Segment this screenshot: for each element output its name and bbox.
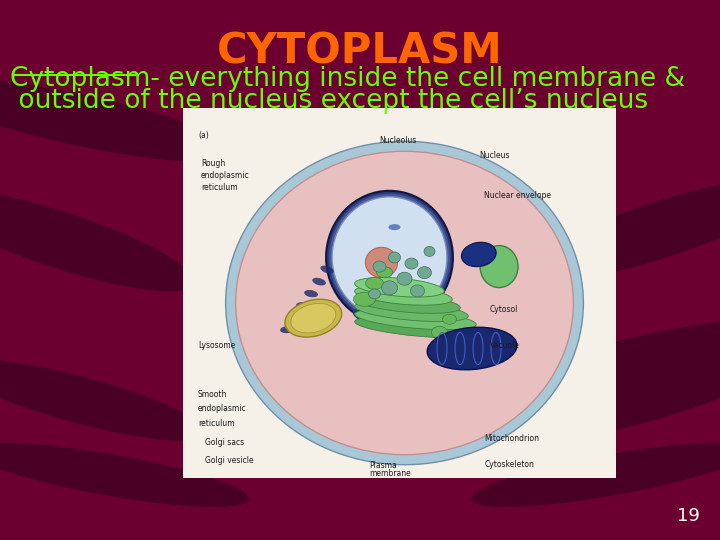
Ellipse shape: [0, 190, 194, 291]
Text: outside of the nucleus except the cell’s nucleus: outside of the nucleus except the cell’s…: [10, 88, 648, 114]
Ellipse shape: [312, 278, 326, 286]
Ellipse shape: [514, 360, 720, 440]
Text: endoplasmic: endoplasmic: [201, 171, 250, 180]
Bar: [183, 108, 616, 478]
Ellipse shape: [304, 290, 318, 298]
Text: 19: 19: [677, 507, 700, 525]
Ellipse shape: [441, 316, 453, 332]
Ellipse shape: [366, 277, 384, 289]
Text: Nucleus: Nucleus: [480, 151, 510, 160]
Ellipse shape: [355, 293, 460, 313]
Ellipse shape: [427, 327, 517, 370]
Text: Cytosol: Cytosol: [490, 305, 518, 314]
Ellipse shape: [329, 194, 450, 321]
Ellipse shape: [373, 261, 386, 272]
Ellipse shape: [288, 314, 302, 321]
Ellipse shape: [472, 444, 720, 507]
Ellipse shape: [354, 292, 376, 306]
Ellipse shape: [389, 224, 400, 230]
Ellipse shape: [235, 151, 573, 455]
Ellipse shape: [355, 309, 476, 330]
Ellipse shape: [355, 316, 485, 338]
Ellipse shape: [526, 179, 720, 281]
Text: reticulum: reticulum: [198, 419, 235, 428]
Ellipse shape: [462, 242, 496, 267]
Ellipse shape: [493, 319, 720, 401]
Text: (a): (a): [198, 131, 209, 140]
Ellipse shape: [431, 326, 448, 338]
Ellipse shape: [377, 267, 392, 278]
Ellipse shape: [0, 79, 237, 161]
Text: Mitochondrion: Mitochondrion: [485, 434, 539, 443]
Ellipse shape: [355, 285, 452, 305]
Text: reticulum: reticulum: [201, 183, 238, 192]
Text: Cytoskeleton: Cytoskeleton: [485, 460, 534, 469]
Ellipse shape: [225, 141, 583, 465]
Text: Vacuole: Vacuole: [490, 341, 519, 350]
Ellipse shape: [410, 285, 425, 297]
Ellipse shape: [380, 313, 398, 323]
Text: Nucleolus: Nucleolus: [379, 136, 417, 145]
Ellipse shape: [355, 278, 444, 297]
Ellipse shape: [382, 281, 397, 295]
Text: Smooth: Smooth: [198, 389, 228, 399]
Text: Plasma: Plasma: [369, 461, 397, 470]
Ellipse shape: [480, 246, 518, 288]
Ellipse shape: [405, 258, 418, 269]
Ellipse shape: [285, 299, 342, 337]
Ellipse shape: [389, 252, 400, 263]
Text: CYTOPLASM: CYTOPLASM: [217, 30, 503, 72]
Ellipse shape: [369, 289, 380, 299]
Ellipse shape: [355, 301, 468, 321]
Ellipse shape: [0, 444, 248, 507]
Ellipse shape: [280, 326, 294, 333]
Ellipse shape: [418, 267, 431, 279]
Text: Rough: Rough: [201, 159, 225, 168]
Ellipse shape: [332, 197, 447, 318]
Ellipse shape: [320, 266, 334, 274]
Text: endoplasmic: endoplasmic: [198, 404, 247, 414]
Ellipse shape: [366, 247, 397, 278]
Ellipse shape: [397, 272, 412, 285]
Ellipse shape: [443, 314, 456, 325]
Text: Cytoplasm- everything inside the cell membrane &: Cytoplasm- everything inside the cell me…: [10, 66, 685, 92]
Ellipse shape: [326, 304, 338, 320]
Text: Golgi vesicle: Golgi vesicle: [205, 456, 253, 465]
Ellipse shape: [353, 309, 369, 321]
Text: Lysosome: Lysosome: [198, 341, 235, 350]
Text: membrane: membrane: [369, 469, 411, 478]
Ellipse shape: [410, 315, 426, 327]
Ellipse shape: [291, 303, 336, 333]
Text: Golgi sacs: Golgi sacs: [205, 438, 244, 447]
Ellipse shape: [424, 246, 435, 256]
Ellipse shape: [0, 360, 206, 440]
Ellipse shape: [326, 191, 453, 324]
Ellipse shape: [296, 302, 310, 309]
Text: Nuclear envelope: Nuclear envelope: [485, 191, 552, 200]
